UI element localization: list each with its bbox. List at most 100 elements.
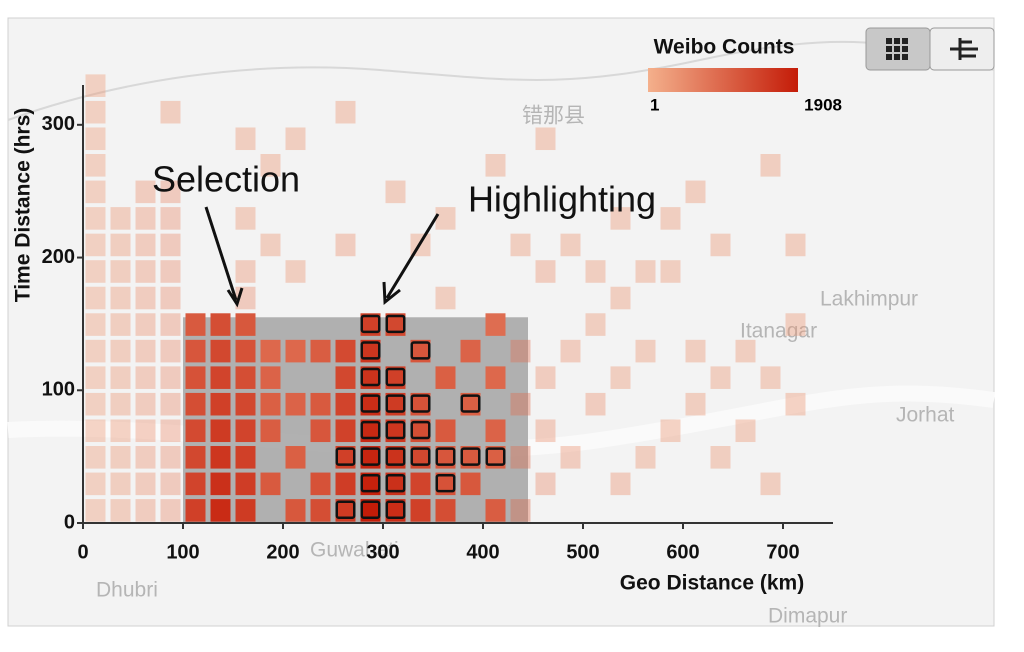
highlight-cell bbox=[385, 314, 406, 334]
heat-cell bbox=[160, 100, 181, 124]
heat-cell bbox=[510, 233, 531, 257]
heat-cell bbox=[210, 392, 231, 416]
heat-cell bbox=[160, 339, 181, 363]
heat-cell bbox=[685, 180, 706, 204]
heat-cell bbox=[360, 419, 381, 443]
heat-cell bbox=[260, 419, 281, 443]
y-tick-label: 100 bbox=[42, 379, 75, 401]
heat-cell bbox=[85, 100, 106, 124]
heat-cell bbox=[160, 233, 181, 257]
highlight-cell bbox=[410, 420, 431, 440]
heat-cell bbox=[710, 446, 731, 469]
heat-cell bbox=[85, 339, 106, 363]
heat-cell bbox=[260, 339, 281, 363]
highlight-cell bbox=[410, 394, 431, 413]
colorbar-max-label: 1908 bbox=[804, 95, 842, 114]
heat-cell bbox=[235, 419, 256, 443]
heat-cell bbox=[310, 392, 331, 416]
heat-cell bbox=[435, 472, 456, 496]
heat-cell bbox=[185, 366, 206, 389]
highlight-cell bbox=[460, 394, 481, 413]
heat-cell bbox=[85, 286, 106, 310]
highlight-cell bbox=[410, 447, 431, 466]
heat-cell bbox=[260, 366, 281, 389]
highlight-cell bbox=[360, 447, 381, 466]
heat-cell bbox=[160, 499, 181, 522]
heat-cell bbox=[135, 260, 156, 283]
heat-cell bbox=[460, 446, 481, 469]
heat-cell bbox=[85, 472, 106, 496]
highlight-cell bbox=[385, 473, 406, 493]
heat-cell bbox=[110, 499, 131, 522]
heat-cell bbox=[260, 233, 281, 257]
heat-cell bbox=[585, 392, 606, 416]
heat-cell bbox=[85, 313, 106, 336]
heat-cell bbox=[110, 472, 131, 496]
x-tick-label: 200 bbox=[266, 541, 299, 563]
heat-cell bbox=[360, 392, 381, 416]
heat-cell bbox=[235, 392, 256, 416]
heat-cell bbox=[660, 260, 681, 283]
heat-cell bbox=[635, 260, 656, 283]
heat-cell bbox=[110, 446, 131, 469]
heat-cell bbox=[585, 260, 606, 283]
annotation-arrow bbox=[204, 206, 244, 308]
heat-cell bbox=[610, 472, 631, 496]
heat-cell bbox=[560, 446, 581, 469]
heat-cell bbox=[85, 127, 106, 151]
heat-cell bbox=[360, 313, 381, 336]
y-axis-label: Time Distance (hrs) bbox=[12, 108, 35, 303]
heat-cell bbox=[360, 472, 381, 496]
heat-cell bbox=[185, 419, 206, 443]
x-tick-label: 0 bbox=[77, 541, 88, 563]
heat-cell bbox=[585, 313, 606, 336]
heat-cell bbox=[410, 392, 431, 416]
toolbar bbox=[865, 27, 995, 71]
heat-cell bbox=[185, 499, 206, 522]
heat-cell bbox=[685, 392, 706, 416]
heat-cell bbox=[210, 313, 231, 336]
highlight-cell bbox=[385, 500, 406, 519]
heat-cell bbox=[435, 366, 456, 389]
heat-cell bbox=[110, 339, 131, 363]
heat-cell bbox=[735, 339, 756, 363]
heat-cell bbox=[410, 339, 431, 363]
heat-cell bbox=[335, 100, 356, 124]
heat-cell bbox=[360, 366, 381, 389]
annotation: Highlighting bbox=[468, 179, 656, 220]
heat-cell bbox=[160, 446, 181, 469]
heat-cell bbox=[360, 446, 381, 469]
map-river bbox=[7, 385, 996, 458]
heat-cell bbox=[635, 339, 656, 363]
heat-cell bbox=[235, 446, 256, 469]
heat-cell bbox=[110, 233, 131, 257]
heat-cell bbox=[110, 207, 131, 230]
heat-cell bbox=[760, 154, 781, 177]
heat-cell bbox=[385, 499, 406, 522]
heat-cell bbox=[385, 472, 406, 496]
heat-cell bbox=[410, 446, 431, 469]
heat-cell bbox=[385, 446, 406, 469]
x-tick-label: 500 bbox=[566, 541, 599, 563]
heat-cell bbox=[310, 339, 331, 363]
heat-cell bbox=[710, 366, 731, 389]
heat-cell bbox=[710, 233, 731, 257]
heat-cell bbox=[135, 180, 156, 204]
heat-cell bbox=[85, 419, 106, 443]
heat-cell bbox=[485, 154, 506, 177]
heat-cell bbox=[85, 207, 106, 230]
heat-cell bbox=[335, 339, 356, 363]
heat-cell bbox=[135, 233, 156, 257]
heat-cell bbox=[260, 392, 281, 416]
heat-cell bbox=[510, 446, 531, 469]
map-border bbox=[7, 40, 995, 121]
heat-cell bbox=[160, 180, 181, 204]
heat-cell bbox=[535, 472, 556, 496]
highlight-cell bbox=[360, 314, 381, 334]
heat-cell bbox=[760, 472, 781, 496]
heat-cell bbox=[485, 499, 506, 522]
heat-cell bbox=[460, 339, 481, 363]
y-tick-label: 200 bbox=[42, 246, 75, 268]
heat-cell bbox=[185, 339, 206, 363]
heat-cell bbox=[310, 472, 331, 496]
